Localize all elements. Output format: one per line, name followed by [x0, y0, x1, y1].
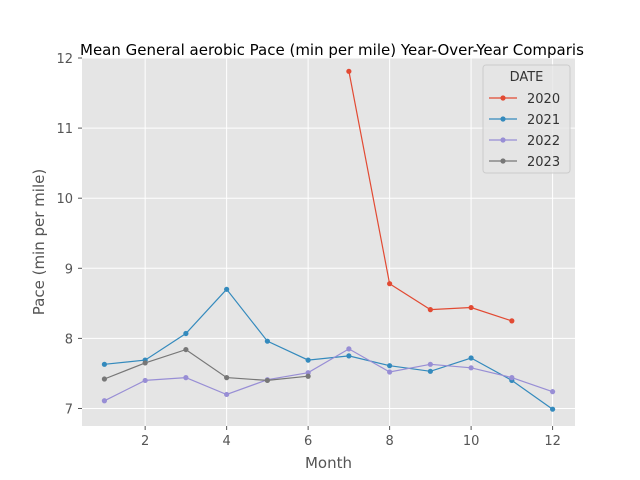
data-point-2021	[101, 361, 108, 367]
series-layer	[101, 68, 556, 412]
legend-item: 2023	[489, 155, 560, 170]
data-point-2020	[509, 318, 515, 324]
legend-box	[482, 64, 571, 174]
legend-swatch-marker	[500, 158, 506, 164]
data-point-2021	[346, 353, 352, 359]
x-tick-label: 2	[141, 434, 149, 449]
data-point-2022	[468, 365, 474, 371]
x-tick-label: 12	[544, 434, 561, 449]
y-tick-label: 11	[56, 122, 73, 137]
legend-swatch-marker	[500, 95, 506, 101]
y-tick-label: 10	[56, 192, 73, 207]
x-tick-label: 6	[304, 434, 312, 449]
data-point-2022	[224, 391, 230, 398]
data-point-2022	[427, 361, 433, 367]
data-point-2023	[142, 360, 148, 366]
y-tick-label: 9	[65, 262, 73, 277]
legend-label: 2020	[527, 92, 560, 107]
data-point-2020	[427, 307, 433, 313]
legend-label: 2022	[527, 134, 560, 149]
y-axis: 7 8 9 10 11 12	[56, 52, 82, 417]
series-2022	[101, 346, 556, 404]
legend-item: 2020	[489, 92, 560, 107]
data-point-2023	[224, 375, 230, 381]
series-line-2022	[104, 348, 553, 402]
data-point-2023	[264, 377, 270, 384]
y-tick-label: 7	[65, 402, 73, 417]
data-point-2020	[387, 281, 393, 287]
x-tick-label: 8	[385, 434, 393, 449]
data-point-2022	[549, 389, 556, 395]
data-point-2021	[224, 286, 230, 292]
legend-item: 2022	[489, 134, 560, 149]
data-point-2020	[468, 304, 474, 311]
series-2020	[346, 68, 515, 324]
data-point-2023	[305, 373, 311, 379]
data-point-2021	[264, 338, 270, 344]
legend-title: DATE	[510, 70, 544, 85]
series-line-2023	[104, 348, 309, 382]
legend-items: 2020 2021 2022 2023	[489, 92, 560, 170]
legend: DATE 2020 2021 2022 2023	[482, 64, 571, 174]
data-point-2021	[427, 368, 433, 374]
y-tick-label: 12	[56, 52, 73, 67]
series-2023	[101, 346, 311, 384]
data-point-2020	[346, 68, 352, 74]
legend-swatch-marker	[500, 137, 506, 143]
data-point-2021	[549, 406, 556, 412]
legend-label: 2023	[527, 155, 560, 170]
x-axis: 2 4 6 8 10 12	[141, 426, 561, 449]
data-point-2021	[387, 363, 393, 369]
data-point-2021	[183, 330, 189, 337]
legend-swatch-marker	[500, 116, 506, 122]
x-tick-label: 4	[222, 434, 230, 449]
chart-title: Mean General aerobic Pace (min per mile)…	[80, 41, 584, 59]
y-tick-label: 8	[65, 332, 73, 347]
legend-label: 2021	[527, 113, 560, 128]
y-axis-label: Pace (min per mile)	[30, 169, 48, 315]
data-point-2021	[468, 355, 474, 361]
data-point-2023	[101, 376, 108, 382]
data-point-2022	[509, 375, 515, 381]
data-point-2021	[305, 357, 311, 363]
data-point-2022	[346, 346, 352, 352]
data-point-2022	[387, 369, 393, 375]
data-point-2022	[101, 398, 108, 404]
data-point-2023	[183, 346, 189, 353]
x-tick-label: 10	[463, 434, 480, 449]
x-axis-label: Month	[305, 454, 352, 472]
series-line-2021	[104, 288, 553, 410]
legend-item: 2021	[489, 113, 560, 128]
data-point-2022	[183, 375, 189, 381]
data-point-2022	[142, 377, 148, 384]
